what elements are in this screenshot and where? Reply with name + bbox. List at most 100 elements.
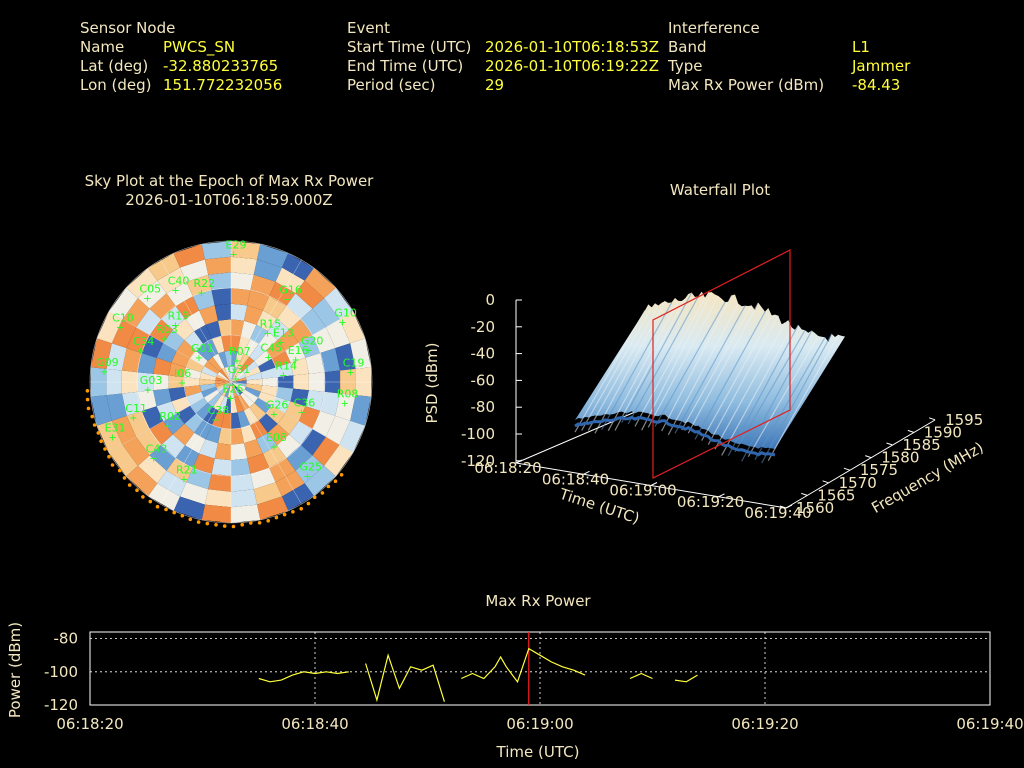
satellite-label: C34 bbox=[133, 335, 155, 348]
sky-cell bbox=[204, 489, 231, 508]
satellite-label: R21 bbox=[176, 464, 198, 477]
sky-azimuth-line bbox=[108, 381, 232, 453]
power-y-tick-label: -80 bbox=[54, 630, 79, 648]
psd-surface-streak bbox=[667, 303, 739, 436]
satellite-marker: + bbox=[116, 323, 124, 334]
psd-surface-streak bbox=[674, 305, 746, 434]
power-line-segment bbox=[674, 674, 698, 683]
x-tick-label: 06:19:40 bbox=[744, 504, 811, 522]
satellite-marker: + bbox=[292, 355, 300, 366]
y-tick-mark bbox=[907, 429, 914, 433]
sky-cell bbox=[231, 382, 243, 395]
sky-cell bbox=[300, 308, 326, 335]
jamming-dot bbox=[110, 463, 115, 467]
sky-cell bbox=[208, 473, 231, 492]
sky-cell bbox=[148, 483, 180, 511]
sky-cell bbox=[148, 253, 180, 281]
satellite-marker: + bbox=[129, 413, 137, 424]
satellite-marker: + bbox=[171, 321, 179, 332]
sky-cell bbox=[253, 482, 282, 505]
sky-cell bbox=[305, 353, 325, 374]
sky-cell bbox=[312, 298, 340, 328]
sky-cell bbox=[324, 287, 354, 320]
jamming-dot bbox=[274, 515, 279, 520]
sky-cell bbox=[244, 366, 261, 378]
satellite-label: R08 bbox=[337, 387, 359, 400]
sky-cell bbox=[199, 383, 217, 392]
sky-cell bbox=[231, 335, 241, 352]
power-chart-grid bbox=[90, 632, 990, 705]
sky-cell bbox=[240, 392, 255, 408]
sky-cell bbox=[201, 504, 231, 523]
sky-cell bbox=[121, 391, 142, 416]
sky-cell bbox=[137, 353, 157, 374]
sky-cell bbox=[137, 455, 167, 484]
sky-cell bbox=[111, 415, 136, 445]
sky-cell bbox=[275, 470, 305, 497]
sky-cell bbox=[253, 259, 282, 282]
jamming-dot bbox=[291, 510, 295, 514]
sky-azimuth-line bbox=[230, 381, 354, 453]
sky-azimuth-line bbox=[160, 381, 232, 505]
satellite-label: G25 bbox=[300, 461, 323, 474]
sky-cell bbox=[256, 432, 277, 454]
sky-cell bbox=[350, 395, 372, 426]
sky-cell bbox=[217, 382, 231, 393]
sky-cell bbox=[290, 357, 309, 376]
satellite-label: G26 bbox=[266, 399, 289, 412]
x-tick-label: 06:18:40 bbox=[542, 470, 609, 488]
sky-cell bbox=[141, 406, 164, 429]
sky-cell bbox=[237, 336, 251, 354]
waterfall-z-label: PSD (dBm) bbox=[423, 342, 441, 423]
sky-cell bbox=[339, 311, 366, 344]
sky-cell bbox=[298, 335, 321, 358]
jamming-dot bbox=[90, 414, 94, 419]
satellite-label: E16 bbox=[288, 344, 309, 357]
sky-cell bbox=[221, 412, 231, 429]
sky-cell bbox=[275, 267, 305, 294]
sky-cell bbox=[286, 444, 313, 471]
jamming-dot bbox=[231, 524, 236, 529]
psd-noise-floor bbox=[574, 415, 776, 457]
power-chart-y-label: Power (dBm) bbox=[6, 622, 24, 718]
psd-surface-streak bbox=[627, 296, 699, 425]
sky-cell bbox=[304, 267, 336, 299]
sky-cell bbox=[269, 281, 296, 306]
sky-cell bbox=[231, 397, 238, 414]
sky-cell bbox=[275, 362, 294, 378]
sky-cell bbox=[219, 369, 231, 382]
satellite-marker: + bbox=[143, 294, 151, 305]
sky-cell bbox=[247, 290, 270, 311]
satellite-label: R15 bbox=[260, 318, 282, 331]
x-tick-mark bbox=[785, 504, 793, 509]
satellite-label: E29 bbox=[226, 239, 247, 252]
power-x-tick-label: 06:18:20 bbox=[56, 715, 123, 733]
sky-cell bbox=[90, 395, 112, 426]
sky-cell bbox=[231, 303, 248, 321]
sky-cell bbox=[260, 367, 278, 379]
sky-cell bbox=[218, 351, 228, 368]
jamming-dot bbox=[96, 431, 101, 435]
satellite-label: E26 bbox=[222, 383, 243, 396]
sky-cell bbox=[201, 386, 218, 398]
sky-azimuth-line bbox=[230, 381, 302, 505]
sky-cell bbox=[108, 444, 138, 477]
sky-cell bbox=[231, 377, 247, 382]
sky-cell bbox=[295, 455, 325, 484]
satellite-label: C05 bbox=[139, 283, 161, 296]
sky-cell bbox=[141, 335, 164, 358]
satellite-label: G31 bbox=[228, 363, 251, 376]
jamming-dot bbox=[188, 517, 193, 522]
sky-cell bbox=[243, 339, 259, 357]
sky-cell bbox=[149, 293, 176, 320]
satellite-marker: + bbox=[211, 415, 219, 426]
y-tick-label: 1590 bbox=[924, 423, 962, 441]
satellite-marker: + bbox=[264, 352, 272, 363]
psd-surface-streak bbox=[747, 335, 819, 458]
sky-cell bbox=[350, 338, 372, 369]
jamming-dot bbox=[107, 454, 111, 459]
sky-cell bbox=[277, 413, 299, 435]
sky-cell bbox=[247, 453, 270, 474]
sky-cell bbox=[231, 504, 261, 523]
